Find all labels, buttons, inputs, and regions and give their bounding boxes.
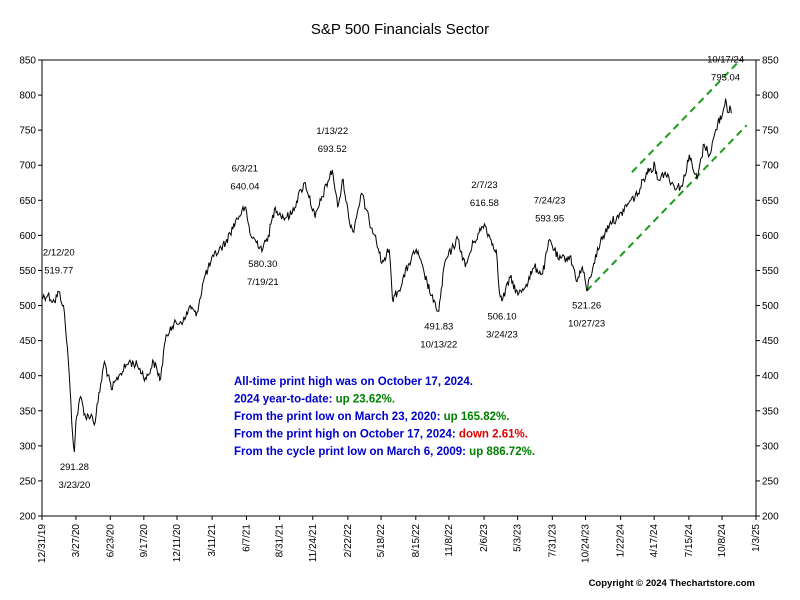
info-line: All-time print high was on October 17, 2… bbox=[234, 376, 473, 388]
axes: 200 200 250 250 300 300 350 350 400 400 450 450 500 5… bbox=[19, 56, 779, 563]
series bbox=[41, 98, 732, 453]
y-tick-label-right: 700 bbox=[762, 161, 779, 172]
y-tick-label-right: 800 bbox=[762, 91, 779, 102]
y-tick-label-right: 200 bbox=[762, 512, 779, 523]
x-tick-label: 11/8/22 bbox=[444, 524, 455, 557]
y-tick-label-right: 750 bbox=[762, 126, 779, 137]
y-tick-label-left: 350 bbox=[19, 406, 36, 417]
info-line: From the cycle print low on March 6, 200… bbox=[234, 446, 535, 458]
y-tick-label-left: 550 bbox=[19, 266, 36, 277]
trendline bbox=[631, 62, 738, 173]
y-tick-label-left: 500 bbox=[19, 301, 36, 312]
annotation-value: 506.10 bbox=[487, 311, 516, 322]
annotation-date: 3/24/23 bbox=[486, 329, 518, 340]
y-tick-label-left: 300 bbox=[19, 441, 36, 452]
x-tick-label: 1/3/25 bbox=[751, 524, 762, 552]
y-tick-label-left: 450 bbox=[19, 336, 36, 347]
info-line-highlight: up 886.72%. bbox=[466, 446, 535, 458]
series-line bbox=[41, 98, 732, 453]
y-tick-label-left: 750 bbox=[19, 126, 36, 137]
annotation-date: 7/19/21 bbox=[247, 277, 279, 288]
annotation-value: 593.95 bbox=[535, 214, 564, 225]
annotation-date: 6/3/21 bbox=[232, 163, 258, 174]
x-tick-label: 12/31/19 bbox=[37, 524, 48, 563]
annotation-value: 795.04 bbox=[711, 73, 740, 84]
annotation-value: 521.26 bbox=[572, 301, 601, 312]
x-tick-label: 5/3/23 bbox=[513, 524, 524, 552]
y-tick-label-right: 600 bbox=[762, 231, 779, 242]
annotation-date: 3/23/20 bbox=[59, 480, 91, 491]
info-box: All-time print high was on October 17, 2… bbox=[234, 376, 535, 458]
x-tick-label: 6/23/20 bbox=[105, 524, 116, 558]
x-tick-label: 10/8/24 bbox=[717, 524, 728, 558]
annotation-value: 693.52 bbox=[318, 144, 347, 155]
info-line-highlight: up 165.82%. bbox=[440, 411, 509, 423]
y-tick-label-right: 400 bbox=[762, 371, 779, 382]
y-tick-label-left: 700 bbox=[19, 161, 36, 172]
plot-frame bbox=[41, 59, 757, 517]
annotation-value: 291.28 bbox=[60, 462, 89, 473]
x-tick-label: 8/31/21 bbox=[275, 524, 286, 558]
info-line-text: 2024 year-to-date: bbox=[234, 394, 332, 406]
x-tick-label: 6/7/21 bbox=[241, 524, 252, 552]
annotation-value: 640.04 bbox=[230, 181, 259, 192]
y-tick-label-right: 250 bbox=[762, 476, 779, 487]
y-tick-label-right: 850 bbox=[762, 56, 779, 67]
annotation-value: 580.30 bbox=[248, 259, 277, 270]
annotation-date: 2/12/20 bbox=[43, 248, 75, 259]
annotation-value: 491.83 bbox=[424, 321, 453, 332]
y-tick-label-left: 400 bbox=[19, 371, 36, 382]
info-line-text: All-time print high was on October 17, 2… bbox=[234, 376, 473, 388]
annotation-date: 10/27/23 bbox=[568, 319, 605, 330]
y-tick-label-right: 300 bbox=[762, 441, 779, 452]
annotations: 2/12/20 519.77 291.28 3/23/20 6/3/21 640.04 58… bbox=[43, 55, 744, 491]
x-tick-label: 4/17/24 bbox=[649, 524, 660, 558]
x-tick-label: 10/24/23 bbox=[580, 524, 591, 563]
annotation-date: 10/17/24 bbox=[707, 55, 744, 66]
x-tick-label: 5/18/22 bbox=[376, 524, 387, 558]
y-tick-label-right: 500 bbox=[762, 301, 779, 312]
annotation-date: 7/24/23 bbox=[534, 196, 566, 207]
info-line-highlight: down 2.61%. bbox=[456, 429, 528, 441]
x-tick-label: 7/15/24 bbox=[684, 524, 695, 558]
y-tick-label-right: 650 bbox=[762, 196, 779, 207]
x-tick-label: 1/22/24 bbox=[616, 524, 627, 558]
trendlines bbox=[585, 62, 748, 292]
annotation-value: 519.77 bbox=[44, 266, 73, 277]
annotation-value: 616.58 bbox=[470, 198, 499, 209]
annotation-date: 1/13/22 bbox=[316, 126, 348, 137]
y-tick-label-left: 800 bbox=[19, 91, 36, 102]
y-tick-label-right: 550 bbox=[762, 266, 779, 277]
annotation-date: 10/13/22 bbox=[420, 339, 457, 350]
x-tick-label: 3/27/20 bbox=[71, 524, 82, 558]
x-tick-label: 2/22/22 bbox=[343, 524, 354, 558]
info-line-text: From the cycle print low on March 6, 200… bbox=[234, 446, 466, 458]
x-tick-label: 8/15/22 bbox=[411, 524, 422, 558]
info-line-text: From the print low on March 23, 2020: bbox=[234, 411, 440, 423]
chart-title: S&P 500 Financials Sector bbox=[311, 21, 489, 38]
x-tick-label: 9/17/20 bbox=[139, 524, 150, 558]
y-tick-label-left: 600 bbox=[19, 231, 36, 242]
annotation-date: 2/7/23 bbox=[471, 180, 497, 191]
y-tick-label-left: 200 bbox=[19, 512, 36, 523]
y-tick-label-right: 350 bbox=[762, 406, 779, 417]
x-tick-label: 3/11/21 bbox=[207, 524, 218, 557]
info-line: From the print low on March 23, 2020: up… bbox=[234, 411, 509, 423]
x-tick-label: 7/31/23 bbox=[547, 524, 558, 558]
info-line: From the print high on October 17, 2024:… bbox=[234, 429, 528, 441]
x-tick-label: 11/24/21 bbox=[308, 524, 319, 563]
trendline bbox=[585, 124, 748, 292]
x-tick-label: 2/6/23 bbox=[479, 524, 490, 552]
info-line: 2024 year-to-date: up 23.62%. bbox=[234, 394, 395, 406]
y-tick-label-right: 450 bbox=[762, 336, 779, 347]
y-tick-label-left: 850 bbox=[19, 56, 36, 67]
y-tick-label-left: 250 bbox=[19, 476, 36, 487]
info-line-highlight: up 23.62%. bbox=[332, 394, 395, 406]
copyright-text: Copyright © 2024 Thechartstore.com bbox=[589, 578, 755, 589]
info-line-text: From the print high on October 17, 2024: bbox=[234, 429, 456, 441]
y-tick-label-left: 650 bbox=[19, 196, 36, 207]
x-tick-label: 12/11/20 bbox=[172, 524, 183, 563]
